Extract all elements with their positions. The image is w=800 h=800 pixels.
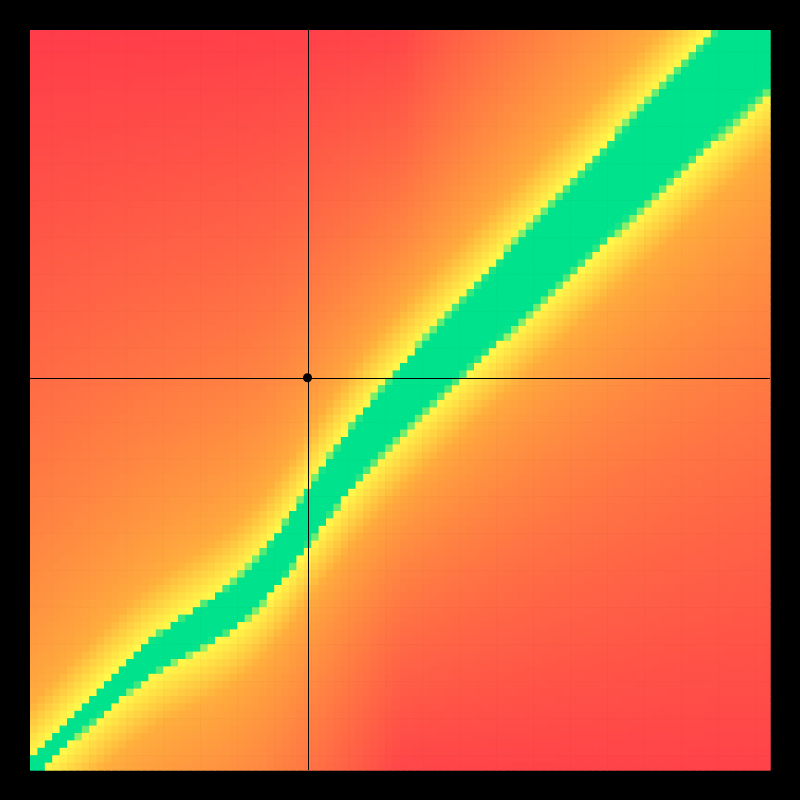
heatmap-plot bbox=[0, 0, 800, 800]
